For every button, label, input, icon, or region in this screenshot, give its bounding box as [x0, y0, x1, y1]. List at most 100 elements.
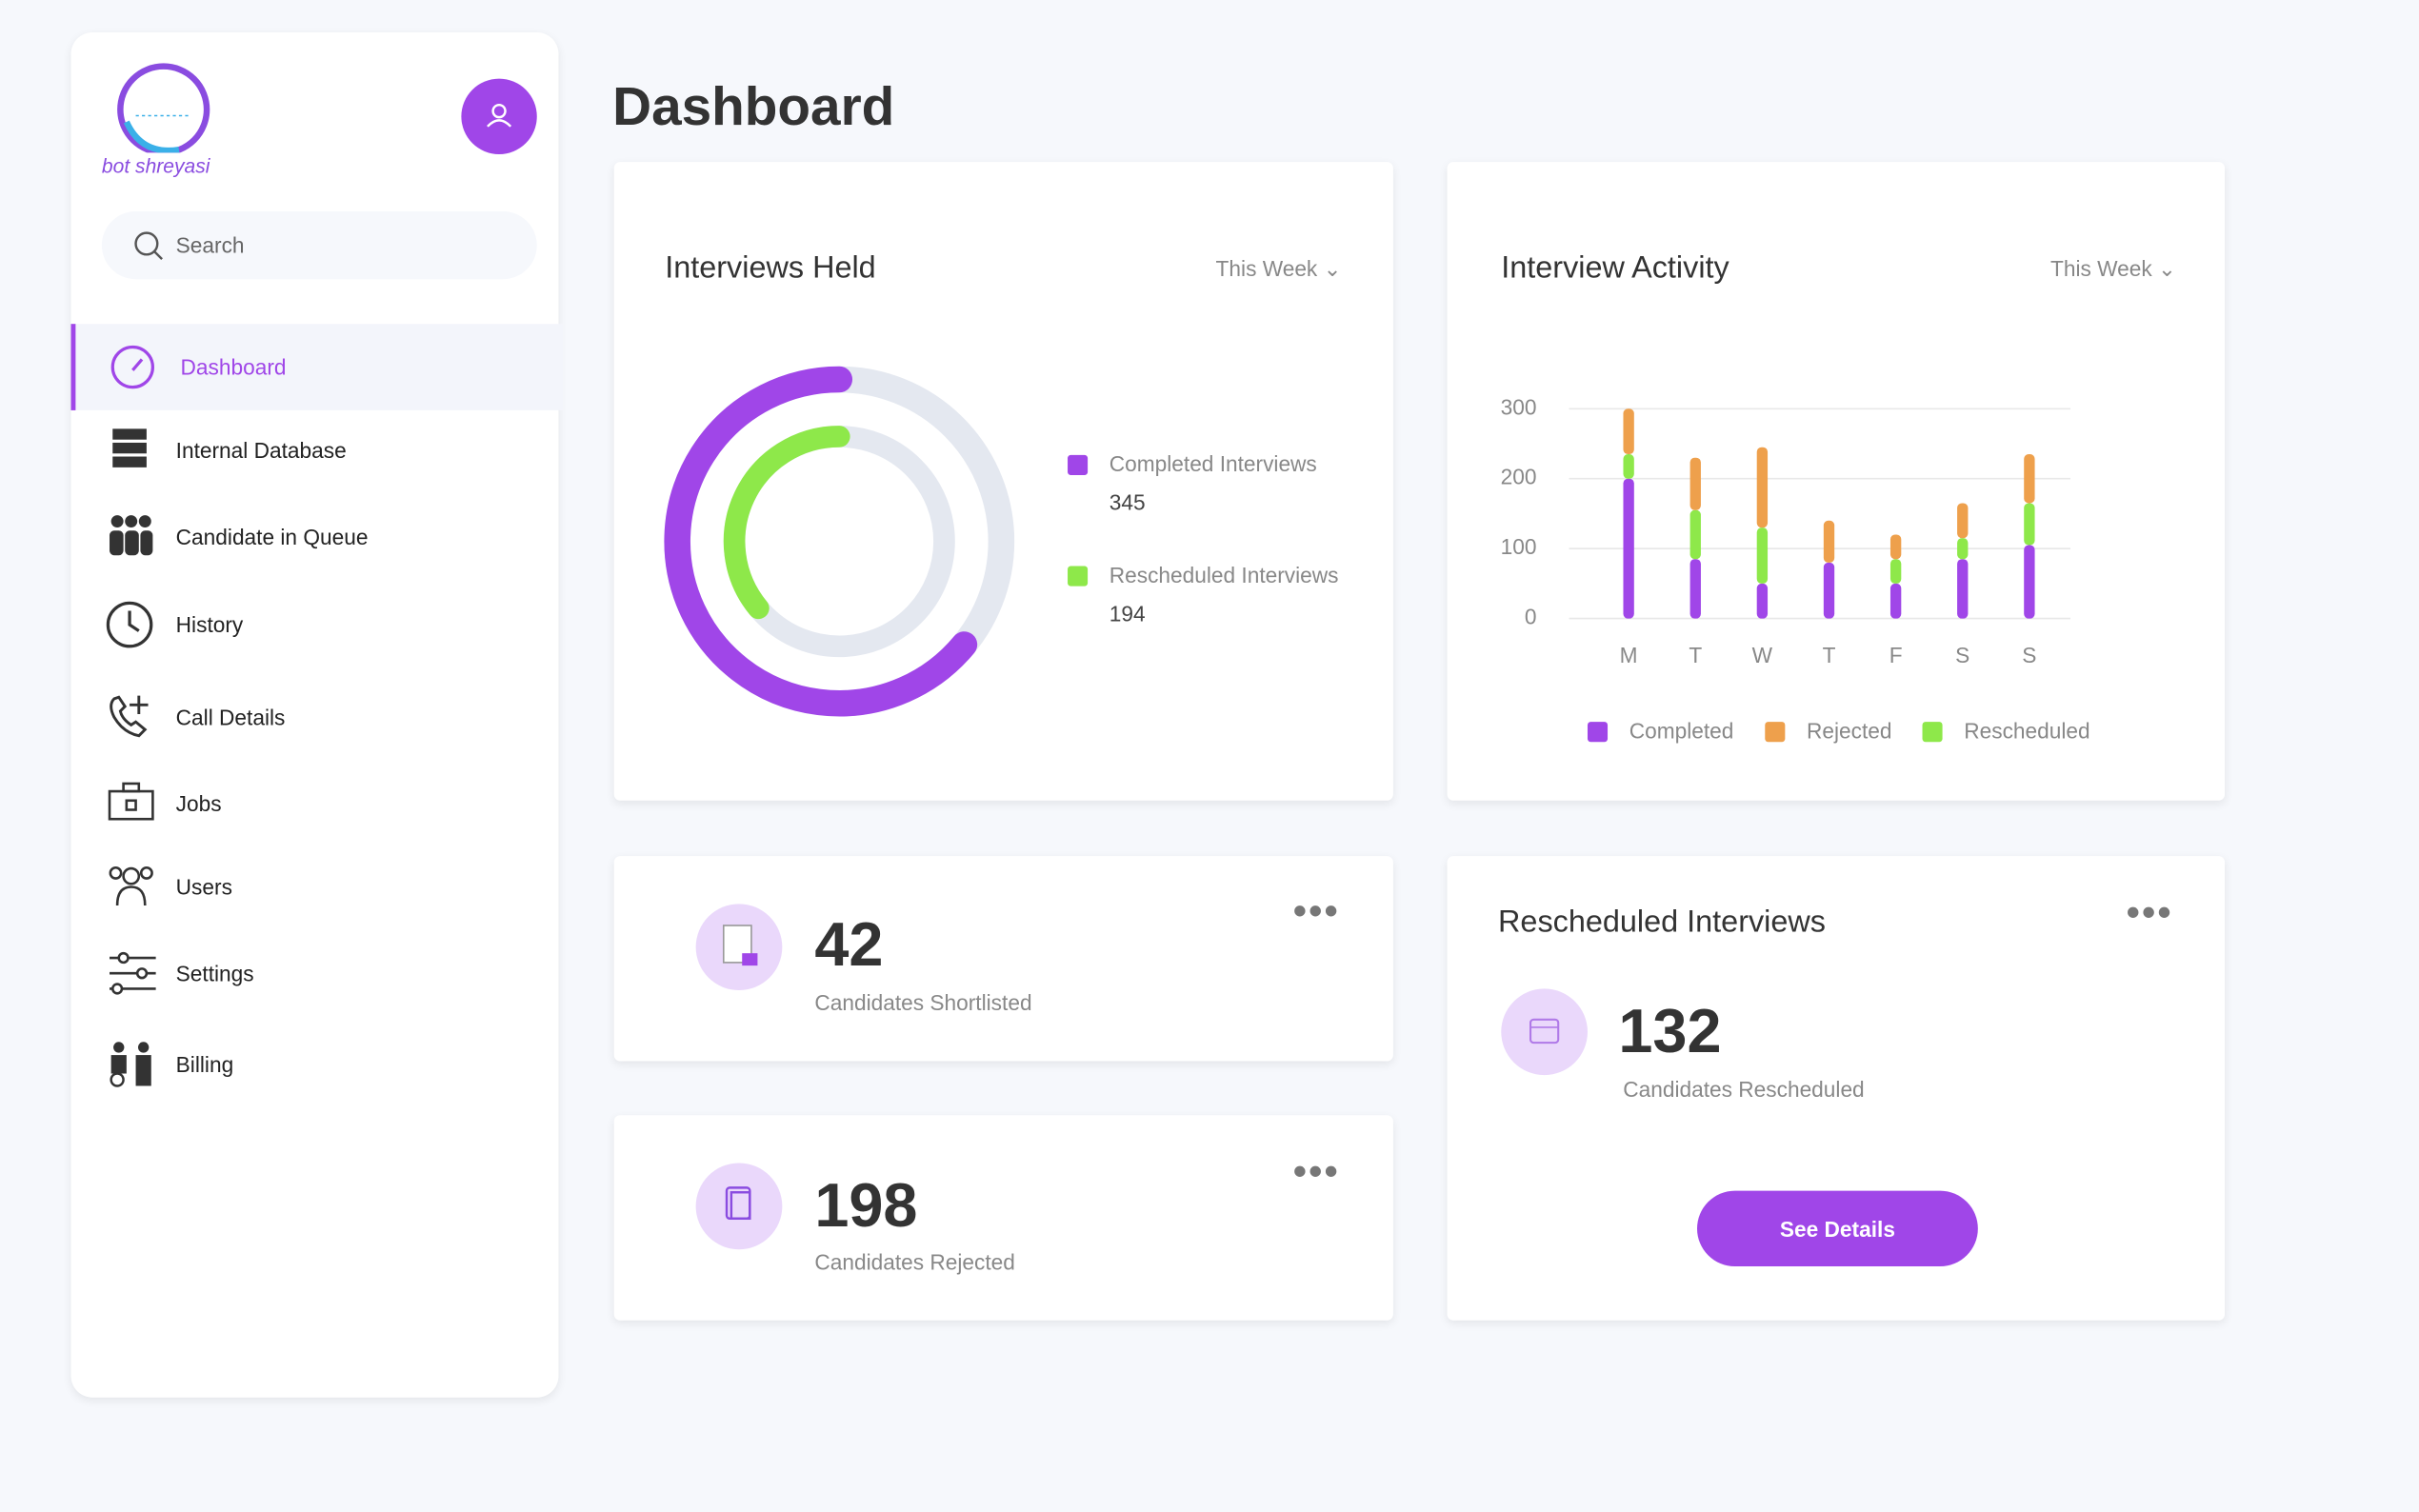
x-tick-label: W — [1752, 643, 1773, 667]
rescheduled-card: Rescheduled Interviews ••• 132 Candidate… — [1447, 856, 2226, 1321]
card-title: Rescheduled Interviews — [1498, 905, 1827, 940]
bar-segment — [1689, 457, 1701, 510]
legend-label: Rejected — [1807, 718, 1891, 743]
y-tick-label: 0 — [1525, 605, 1537, 629]
x-tick-label: T — [1823, 643, 1836, 667]
sidebar: bot shreyasi Search Dashboard Internal Da… — [70, 32, 564, 1398]
stat-value: 42 — [814, 911, 884, 980]
stat-label: Candidates Shortlisted — [814, 990, 1032, 1015]
interview-activity-card: Interview Activity This Week ⌄ 0 100 200 30… — [1447, 162, 2226, 801]
more-menu[interactable]: ••• — [1292, 886, 1340, 934]
nav-icon — [110, 951, 156, 995]
nav-item[interactable]: Settings — [71, 930, 559, 1017]
card-title: Interview Activity — [1501, 251, 1729, 286]
page-title: Dashboard — [612, 77, 895, 138]
x-tick-label: T — [1689, 643, 1702, 667]
logo-icon — [117, 63, 210, 153]
bar-segment — [1623, 454, 1634, 479]
bar-segment — [2024, 545, 2035, 619]
more-menu[interactable]: ••• — [2126, 888, 2173, 935]
nav-label: Internal Database — [175, 438, 347, 463]
x-tick-label: M — [1620, 643, 1638, 667]
nav-item[interactable]: Call Details — [71, 674, 559, 761]
bar-segment — [1756, 527, 1769, 584]
bar-segment — [1689, 559, 1701, 619]
period-dropdown[interactable]: This Week ⌄ — [1215, 255, 1342, 281]
profile-button[interactable] — [461, 78, 537, 154]
nav-item[interactable]: History — [71, 582, 559, 668]
interviews-held-card: Interviews Held This Week ⌄ Completed In… — [613, 162, 1393, 801]
legend-label: Completed — [1629, 718, 1734, 743]
stat-icon — [695, 904, 783, 991]
nav-label: History — [175, 612, 244, 638]
bar-segment — [1957, 559, 1969, 619]
legend-value: 345 — [1110, 490, 1146, 515]
bar-segment — [1957, 503, 1969, 539]
nav-label: Call Details — [175, 705, 286, 730]
nav-icon — [109, 865, 153, 905]
bar-segment — [2024, 454, 2035, 504]
x-tick-label: S — [2022, 643, 2036, 667]
ring-arc — [723, 426, 850, 620]
bar-segment — [1689, 509, 1701, 560]
stat-icon — [1501, 988, 1588, 1076]
stat-value: 132 — [1618, 998, 1722, 1066]
x-tick-label: F — [1889, 643, 1903, 667]
legend-label: Rescheduled Interviews — [1110, 563, 1339, 587]
nav-item[interactable]: Dashboard — [70, 324, 564, 410]
y-tick-label: 200 — [1501, 465, 1537, 489]
stat-value: 198 — [814, 1172, 918, 1241]
period-label: This Week — [1215, 255, 1318, 281]
nav-icon — [110, 345, 154, 389]
search-placeholder: Search — [175, 232, 245, 258]
bar-chart: 0 100 200 300 M T W T F S S Completed Rejected Resche… — [1501, 394, 2090, 743]
stat-label: Candidates Rejected — [814, 1249, 1015, 1275]
bar-segment — [1823, 520, 1835, 563]
legend-label: Rescheduled — [1964, 718, 2089, 743]
nav-label: Billing — [175, 1051, 234, 1077]
logo-text: bot shreyasi — [101, 154, 210, 178]
nav-label: Users — [175, 874, 232, 900]
legend-swatch — [1068, 454, 1089, 475]
see-details-button[interactable]: See Details — [1697, 1190, 1978, 1267]
bar-segment — [1756, 583, 1769, 619]
period-label: This Week — [2049, 255, 2152, 281]
nav-icon — [110, 695, 149, 738]
bar-segment — [1889, 534, 1902, 560]
legend-label: Completed Interviews — [1110, 451, 1317, 476]
more-menu[interactable]: ••• — [1292, 1147, 1340, 1194]
nav-label: Dashboard — [180, 354, 287, 380]
bar-segment — [1889, 559, 1902, 584]
button-label: See Details — [1779, 1216, 1895, 1242]
nav-icon — [108, 782, 154, 821]
card-title: Interviews Held — [665, 251, 876, 286]
x-tick-label: S — [1955, 643, 1969, 667]
stat-icon — [695, 1163, 783, 1250]
nav-item[interactable]: Jobs — [71, 761, 559, 847]
nav-item[interactable]: Internal Database — [71, 408, 559, 494]
search-box[interactable]: Search — [101, 210, 537, 280]
nav-icon — [110, 1042, 151, 1087]
stat-card: 42 Candidates Shortlisted ••• — [613, 856, 1393, 1062]
nav-label: Settings — [175, 961, 254, 986]
legend-value: 194 — [1110, 601, 1146, 626]
nav-item[interactable]: Users — [71, 844, 559, 930]
bar-segment — [1889, 583, 1902, 619]
nav-label: Jobs — [175, 791, 222, 816]
legend-swatch — [1765, 722, 1786, 743]
stat-card: 198 Candidates Rejected ••• — [613, 1115, 1393, 1321]
nav-icon — [106, 601, 153, 648]
legend-swatch — [1587, 722, 1609, 743]
bar-segment — [1957, 538, 1969, 560]
nav-item[interactable]: Billing — [71, 1021, 559, 1107]
period-dropdown[interactable]: This Week ⌄ — [2049, 255, 2177, 281]
nav-icon — [110, 515, 153, 556]
nav-label: Candidate in Queue — [175, 524, 369, 549]
nav-icon — [112, 428, 147, 468]
nav-item[interactable]: Candidate in Queue — [71, 493, 559, 580]
bar-segment — [1623, 478, 1634, 619]
donut-chart: Completed Interviews 345 Rescheduled Inter… — [664, 366, 1339, 717]
ring-arc — [664, 366, 978, 717]
